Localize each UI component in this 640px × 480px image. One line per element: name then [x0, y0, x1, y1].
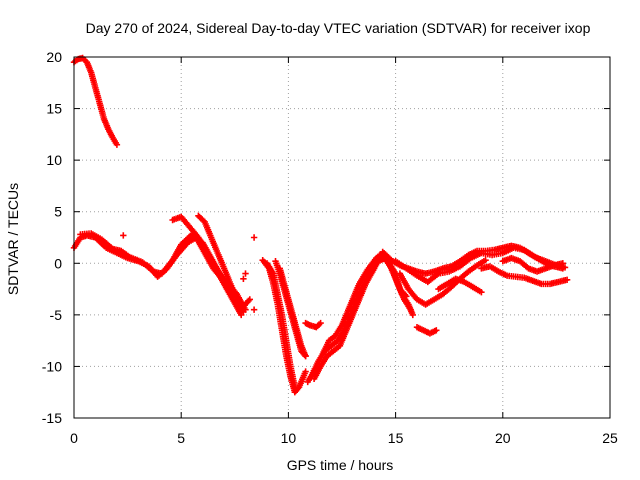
y-tick-label: -15 [42, 410, 62, 426]
plot-frame [73, 56, 611, 419]
data-point [240, 308, 247, 315]
x-axis-title: GPS time / hours [287, 457, 394, 473]
axis-ticks: 0 5 10 15 20 25 -15 -10 -5 0 5 10 15 20 [42, 49, 618, 446]
data-point [242, 270, 249, 277]
y-tick-label: -5 [50, 307, 63, 323]
x-tick-label: 25 [602, 430, 618, 446]
data-point [302, 352, 309, 360]
x-tick-label: 15 [388, 430, 404, 446]
data-points [70, 54, 571, 396]
data-point [246, 296, 253, 303]
y-tick-label: 10 [46, 152, 62, 168]
data-point [433, 327, 440, 334]
data-point [563, 276, 571, 283]
data-point [113, 141, 121, 148]
data-point [407, 306, 414, 313]
y-tick-label: 15 [46, 101, 62, 117]
x-tick-label: 5 [177, 430, 185, 446]
x-tick-label: 10 [281, 430, 297, 446]
data-point [317, 319, 324, 327]
y-tick-label: 20 [46, 49, 62, 65]
chart-title: Day 270 of 2024, Sidereal Day-to-day VTE… [86, 20, 591, 36]
y-tick-label: -10 [42, 358, 62, 374]
data-point [120, 232, 127, 239]
data-point [478, 289, 485, 296]
x-tick-label: 0 [70, 430, 78, 446]
data-point [482, 257, 489, 264]
data-point [250, 306, 258, 313]
y-tick-label: 5 [54, 204, 62, 220]
grid [74, 57, 610, 418]
data-point [403, 293, 410, 300]
data-point [240, 275, 247, 282]
data-point [250, 234, 258, 241]
data-point [409, 311, 416, 319]
data-point [561, 264, 569, 271]
data-point [559, 260, 566, 267]
y-axis-title: SDTVAR / TECUs [5, 183, 21, 295]
data-point [302, 368, 309, 375]
data-point [291, 383, 298, 391]
y-tick-label: 0 [54, 255, 62, 271]
x-tick-label: 20 [495, 430, 511, 446]
